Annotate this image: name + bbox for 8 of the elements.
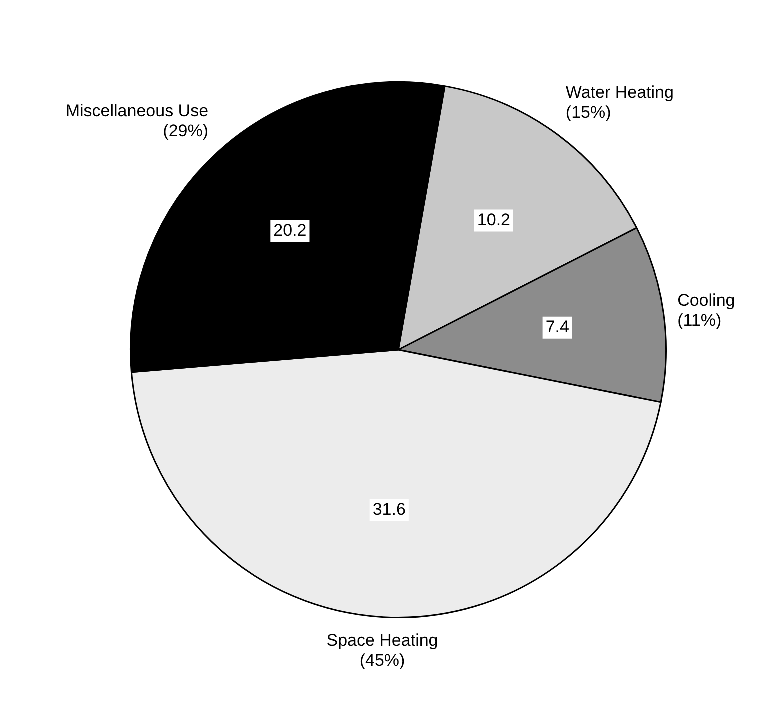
slice-label: Space Heating (45%)	[326, 630, 438, 670]
data-label: 7.4	[546, 318, 570, 337]
data-label: 31.6	[372, 500, 406, 520]
slice-label: Cooling (11%)	[678, 290, 736, 330]
data-label: 10.2	[477, 210, 511, 230]
slice-label: Miscellaneous Use (29%)	[66, 102, 209, 141]
data-label: 20.2	[274, 221, 307, 240]
slice-label: Water Heating (15%)	[566, 83, 674, 122]
